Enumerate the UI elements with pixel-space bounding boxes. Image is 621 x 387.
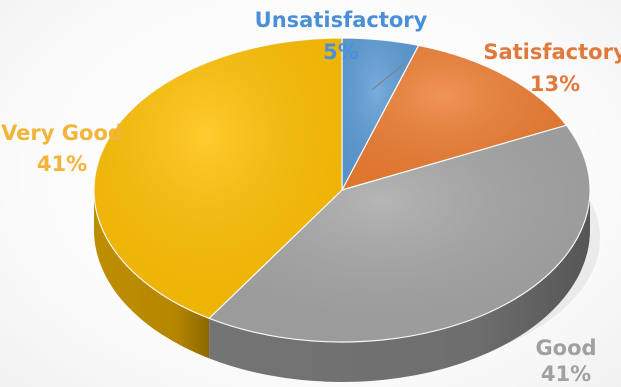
data-label-category-unsatisfactory: Unsatisfactory — [255, 8, 428, 32]
data-label-percent-very-good: 41% — [37, 152, 87, 176]
pie-slice-good — [208, 124, 591, 343]
data-label-category-satisfactory: Satisfactory — [483, 40, 621, 64]
data-label-percent-satisfactory: 13% — [530, 72, 580, 96]
pie-slice-very-good — [93, 37, 343, 319]
data-label-category-good: Good — [535, 336, 596, 360]
data-label-percent-unsatisfactory: 5% — [323, 40, 359, 64]
data-label-percent-good: 41% — [541, 362, 591, 386]
leader-line-unsatisfactory — [371, 62, 406, 91]
pie-side-good — [209, 190, 590, 382]
pie-slice-satisfactory — [341, 44, 567, 191]
data-label-category-very-good: Very Good — [1, 121, 123, 145]
pie-side-very-good — [94, 190, 210, 359]
